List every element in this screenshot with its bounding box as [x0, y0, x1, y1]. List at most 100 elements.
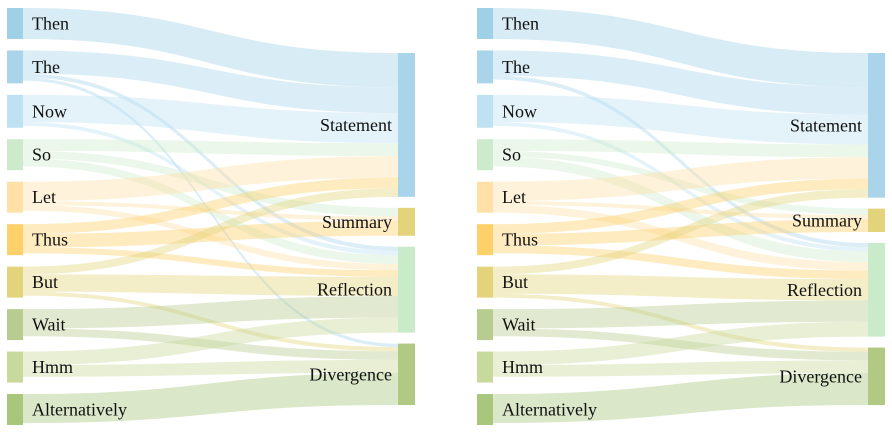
flow-hmm-to-divergence: [23, 359, 398, 377]
target-node-reflection: [868, 242, 885, 337]
source-node-then: [477, 8, 493, 39]
flow-but-to-reflection: [493, 274, 868, 301]
source-label-wait: Wait: [502, 315, 536, 335]
source-label-let: Let: [502, 187, 526, 207]
source-label-so: So: [502, 145, 521, 165]
flow-so-to-summary: [23, 150, 398, 217]
flow-let-to-statement: [23, 156, 398, 202]
flow-but-to-statement: [493, 189, 868, 275]
source-label-so: So: [32, 145, 51, 165]
source-label-wait: Wait: [32, 315, 66, 335]
flow-let-to-reflection: [493, 204, 868, 271]
source-node-wait: [7, 309, 23, 341]
flow-thus-to-reflection: [23, 247, 398, 277]
source-label-then: Then: [502, 13, 539, 33]
source-node-then: [7, 8, 23, 39]
source-node-thus: [7, 224, 23, 256]
flow-hmm-to-reflection: [23, 317, 398, 366]
source-label-the: The: [502, 57, 530, 77]
source-label-thus: Thus: [32, 230, 68, 250]
flow-now-to-statement: [23, 94, 398, 144]
source-node-let: [477, 181, 493, 213]
source-label-hmm: Hmm: [32, 357, 73, 377]
flow-so-to-reflection: [493, 156, 868, 263]
flow-the-to-reflection: [23, 73, 398, 252]
target-label-statement: Statement: [320, 115, 392, 135]
flow-the-to-statement: [493, 50, 868, 115]
source-label-but: But: [32, 272, 58, 292]
source-node-alternatively: [477, 394, 493, 425]
flow-thus-to-summary: [493, 219, 868, 246]
sankey-panel-2: Then The Now So Let Thus But Wait Hmm Alternative…: [477, 8, 885, 425]
flow-links: [23, 8, 398, 424]
target-node-statement: [398, 53, 415, 197]
target-node-summary: [398, 207, 415, 236]
target-node-reflection: [398, 246, 415, 333]
flow-wait-to-reflection: [23, 296, 398, 329]
flow-but-to-divergence: [493, 293, 868, 352]
flow-then-to-statement: [23, 8, 398, 88]
flow-now-to-reflection: [493, 121, 868, 252]
target-label-summary: Summary: [792, 210, 862, 230]
flow-then-to-statement: [493, 8, 868, 88]
flow-so-to-statement: [493, 139, 868, 158]
target-node-statement: [868, 53, 885, 198]
target-label-reflection: Reflection: [787, 280, 862, 300]
source-label-then: Then: [32, 13, 69, 33]
flow-links: [493, 8, 868, 424]
source-node-the: [477, 50, 493, 84]
flow-thus-to-summary: [23, 220, 398, 248]
target-node-summary: [868, 208, 885, 233]
source-label-now: Now: [502, 101, 537, 121]
flow-now-to-reflection: [23, 121, 398, 256]
flow-so-to-summary: [493, 150, 868, 216]
target-label-summary: Summary: [322, 212, 392, 232]
source-node-thus: [477, 224, 493, 256]
flow-now-to-statement: [493, 94, 868, 145]
source-label-let: Let: [32, 187, 56, 207]
flow-let-to-reflection: [23, 204, 398, 271]
source-label-hmm: Hmm: [502, 357, 543, 377]
source-node-hmm: [7, 351, 23, 383]
source-node-but: [7, 266, 23, 298]
flow-the-to-divergence: [23, 77, 398, 348]
source-node-let: [7, 181, 23, 213]
flow-wait-to-reflection: [493, 300, 868, 329]
source-node-now: [477, 94, 493, 128]
source-label-alternatively: Alternatively: [32, 400, 127, 420]
source-node-wait: [477, 309, 493, 341]
flow-hmm-to-reflection: [493, 321, 868, 366]
flow-wait-to-divergence: [493, 328, 868, 361]
source-node-the: [7, 50, 23, 84]
source-node-alternatively: [7, 394, 23, 425]
target-node-divergence: [398, 343, 415, 405]
flow-thus-to-statement: [493, 178, 868, 234]
flow-but-to-statement: [23, 188, 398, 275]
source-node-hmm: [477, 351, 493, 383]
source-label-the: The: [32, 57, 60, 77]
source-label-thus: Thus: [502, 230, 538, 250]
flow-alternatively-to-divergence: [23, 372, 398, 424]
flow-so-to-statement: [23, 139, 398, 157]
source-node-now: [7, 94, 23, 128]
source-label-but: But: [502, 272, 528, 292]
flow-hmm-to-divergence: [493, 360, 868, 377]
target-label-statement: Statement: [790, 115, 862, 135]
target-label-reflection: Reflection: [317, 280, 392, 300]
flow-but-to-divergence: [23, 291, 398, 352]
flow-alternatively-to-divergence: [493, 373, 868, 424]
source-node-so: [7, 139, 23, 171]
target-node-divergence: [868, 347, 885, 405]
source-label-now: Now: [32, 101, 67, 121]
source-label-alternatively: Alternatively: [502, 400, 597, 420]
flow-thus-to-statement: [23, 177, 398, 234]
target-label-divergence: Divergence: [309, 364, 392, 384]
flow-let-to-statement: [493, 157, 868, 202]
nodes: Then The Now So Let Thus But Wait Hmm Alternative…: [7, 8, 415, 425]
flow-the-to-reflection: [493, 75, 868, 248]
flow-the-to-statement: [23, 50, 398, 114]
sankey-panel-1: Then The Now So Let Thus But Wait Hmm Alternative…: [7, 8, 415, 425]
flow-thus-to-reflection: [493, 245, 868, 280]
